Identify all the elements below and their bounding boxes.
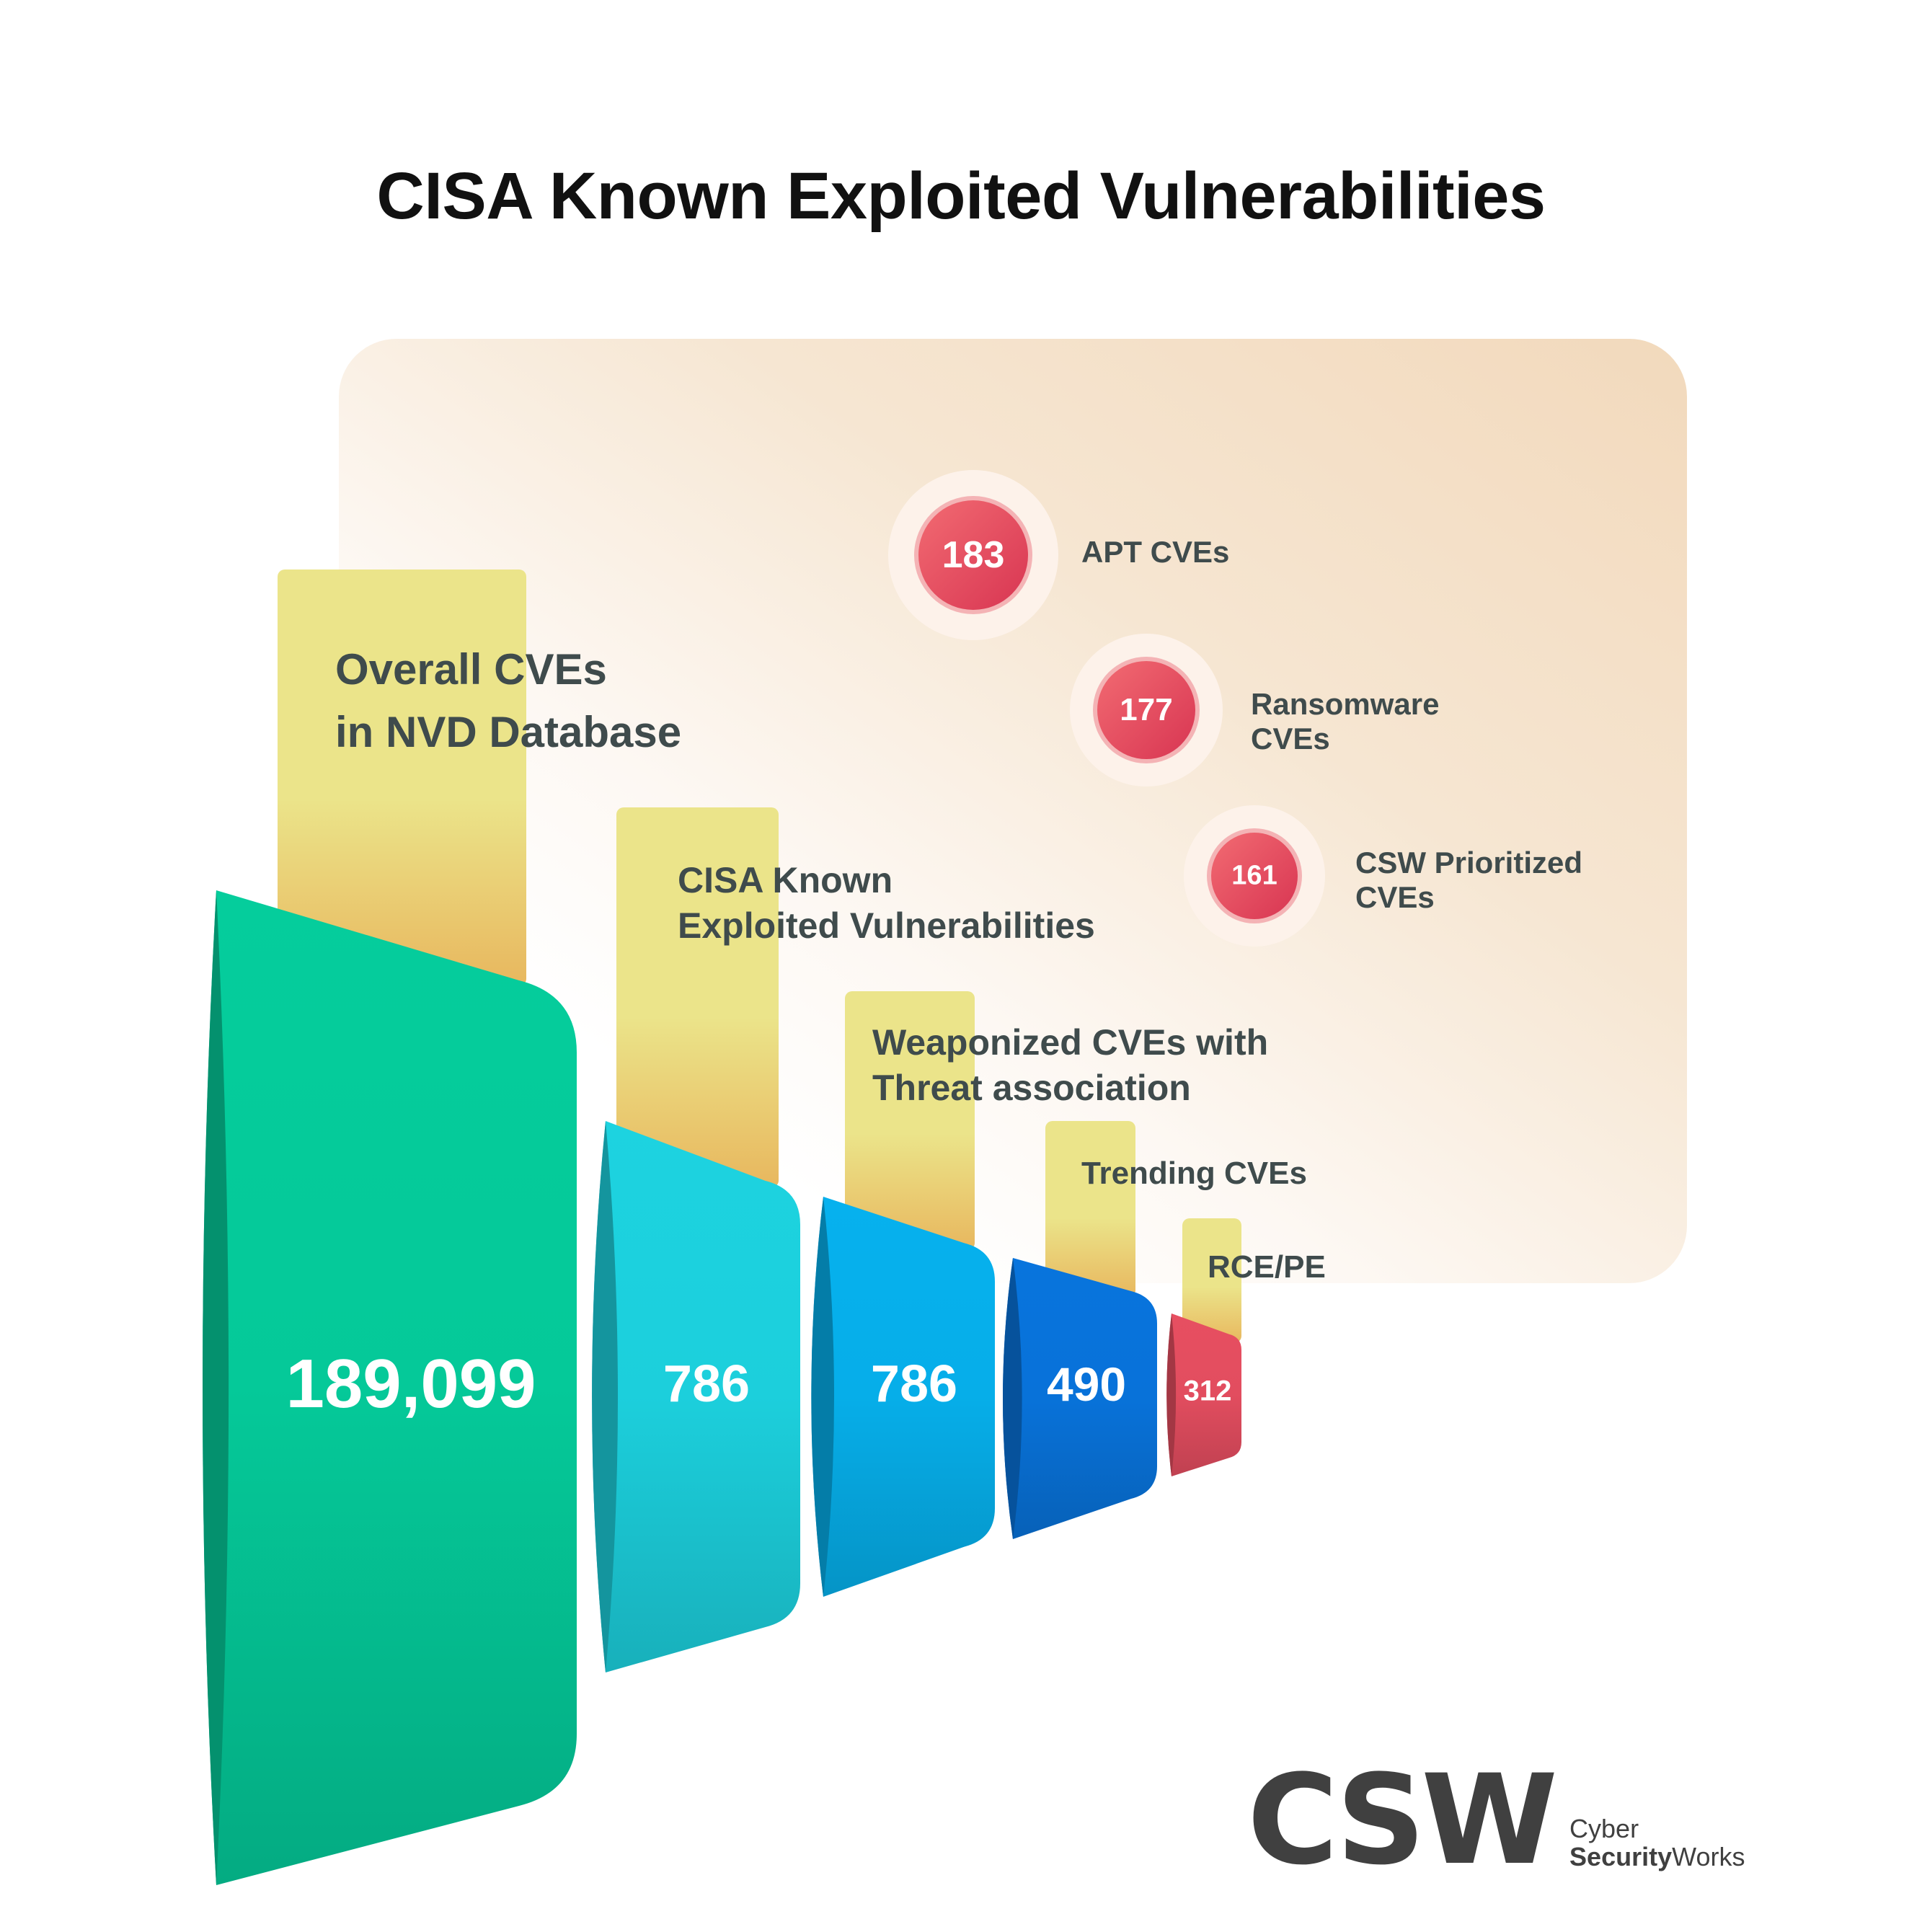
bubble-3 xyxy=(1211,833,1298,919)
funnel-segment-2 xyxy=(592,1121,800,1672)
bubble-value-3: 161 xyxy=(1231,860,1277,891)
funnel-segment-3 xyxy=(811,1197,995,1597)
stage-value-4: 490 xyxy=(1046,1357,1127,1411)
bubble-label-3: CSW Prioritized CVEs xyxy=(1355,846,1583,915)
bubble-value-1: 183 xyxy=(942,534,1005,576)
logo-wordmark: Cyber SecurityWorks xyxy=(1569,1814,1745,1871)
funnel-segment-rim-1 xyxy=(203,890,229,1885)
stage-label-4: Trending CVEs xyxy=(1081,1156,1307,1191)
funnel-segment-rim-5 xyxy=(1166,1313,1177,1476)
bubble-label-2: Ransomware CVEs xyxy=(1251,687,1440,756)
funnel-segment-rim-4 xyxy=(1003,1258,1022,1539)
logo-word-security: Security xyxy=(1569,1842,1673,1872)
stage-label-5: RCE/PE xyxy=(1208,1249,1326,1285)
stage-value-1: 189,099 xyxy=(285,1345,536,1422)
stage-tab-2 xyxy=(616,807,779,1188)
bubble-value-2: 177 xyxy=(1120,692,1173,727)
stage-value-2: 786 xyxy=(663,1355,750,1413)
stage-value-3: 786 xyxy=(870,1355,958,1413)
bubble-2 xyxy=(1097,661,1195,759)
stage-tab-1 xyxy=(278,570,526,986)
bubble-1 xyxy=(918,500,1028,610)
logo-word-works: Works xyxy=(1672,1842,1745,1872)
stage-label-3: Weaponized CVEs with Threat association xyxy=(872,1022,1269,1108)
funnel-segment-rim-2 xyxy=(592,1121,619,1672)
stage-label-1: Overall CVEs in NVD Database xyxy=(335,645,682,756)
logo-word-cyber: Cyber xyxy=(1569,1813,1639,1843)
stage-tab-4 xyxy=(1045,1121,1135,1298)
page-title: CISA Known Exploited Vulnerabilities xyxy=(376,159,1546,233)
stage-tab-3 xyxy=(845,991,975,1251)
funnel-segment-4 xyxy=(1003,1258,1157,1539)
logo-mark: CSW xyxy=(1247,1747,1558,1892)
stage-value-5: 312 xyxy=(1183,1375,1232,1407)
funnel-segment-rim-3 xyxy=(811,1197,834,1597)
csw-logo: CSW Cyber SecurityWorks xyxy=(1247,1747,1745,1892)
funnel-segment-1 xyxy=(203,890,577,1885)
stage-label-2: CISA Known Exploited Vulnerabilities xyxy=(678,860,1095,946)
stage-tab-5 xyxy=(1182,1218,1241,1343)
bubble-label-1: APT CVEs xyxy=(1081,535,1230,569)
funnel-segment-5 xyxy=(1166,1313,1241,1476)
